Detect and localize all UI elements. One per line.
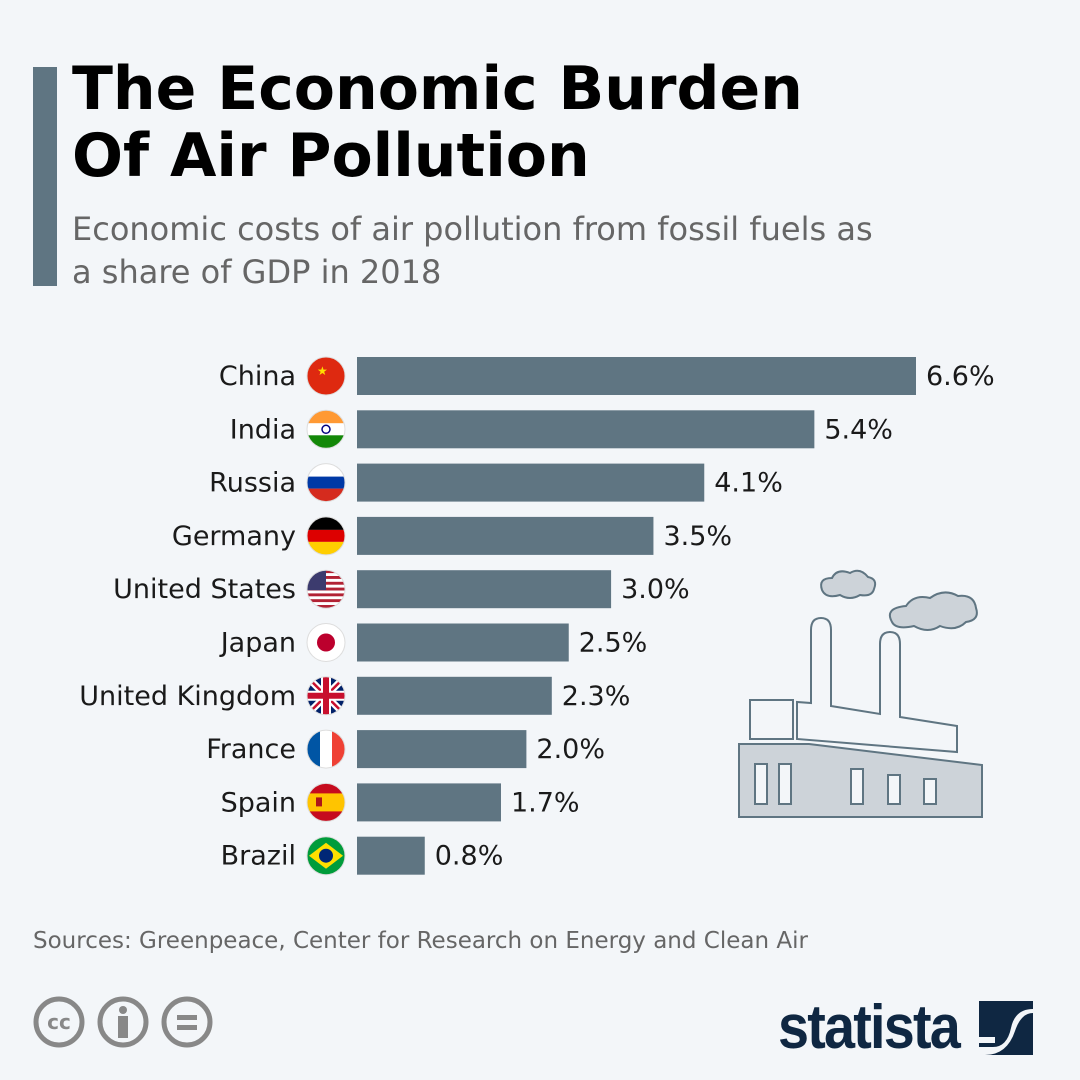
svg-text:cc: cc	[47, 1010, 71, 1034]
value-label: 3.5%	[663, 521, 732, 552]
category-label: United States	[113, 574, 296, 605]
value-label: 4.1%	[714, 468, 783, 499]
india-flag-icon	[307, 410, 345, 449]
bar	[357, 463, 705, 502]
license-icons[interactable]: cc	[33, 996, 213, 1048]
china-flag-icon: ★	[307, 357, 345, 395]
category-label: China	[219, 361, 296, 392]
value-label: 1.7%	[511, 787, 580, 818]
bar	[357, 410, 815, 449]
value-label: 6.6%	[926, 361, 995, 392]
flag-border	[306, 569, 346, 609]
source-note: Sources: Greenpeace, Center for Research…	[33, 928, 808, 954]
bar-row: Spain 1.7%	[221, 782, 580, 822]
category-label: India	[230, 414, 296, 445]
bar	[357, 783, 501, 822]
category-label: Germany	[172, 521, 296, 552]
value-label: 2.3%	[562, 681, 631, 712]
category-label: Russia	[209, 468, 296, 499]
bar-row: Germany 3.5%	[172, 516, 732, 556]
value-label: 2.5%	[579, 628, 648, 659]
brazil-flag-icon	[307, 836, 345, 875]
category-label: Brazil	[221, 841, 296, 872]
category-label: United Kingdom	[79, 681, 296, 712]
flag-border	[306, 409, 346, 449]
bar-row: Russia 4.1%	[209, 463, 783, 503]
bar	[357, 570, 612, 609]
bar-row: Japan 2.5%	[219, 623, 648, 662]
flag-border	[306, 463, 346, 503]
bar	[357, 836, 425, 875]
bar	[357, 676, 552, 715]
value-label: 3.0%	[621, 574, 690, 605]
flag-border	[306, 729, 346, 769]
bar-row: France 2.0%	[206, 729, 605, 769]
flag-border	[306, 782, 346, 822]
no-derivatives-icon[interactable]	[161, 996, 213, 1048]
bar	[357, 623, 569, 662]
bar-row: India 5.4%	[230, 409, 893, 449]
france-flag-icon	[307, 730, 345, 769]
value-label: 5.4%	[824, 414, 893, 445]
russia-flag-icon	[307, 463, 345, 502]
bar	[357, 516, 654, 555]
category-label: Spain	[221, 787, 296, 818]
category-label: France	[206, 734, 296, 765]
bar-row: United Kingdom 2.3%	[79, 676, 631, 716]
svg-text:★: ★	[317, 364, 328, 378]
flag-border	[306, 356, 346, 396]
flag-border	[306, 623, 346, 662]
japan-flag-icon	[307, 623, 345, 662]
bar	[357, 357, 916, 395]
page-title: The Economic Burden Of Air Pollution	[72, 54, 803, 191]
statista-logo-icon	[979, 1000, 1034, 1055]
bar-row: United States 3.0%	[113, 569, 690, 609]
factory-illustration	[738, 569, 983, 818]
flag-border	[306, 676, 346, 716]
bar	[357, 730, 527, 769]
title-accent-bar	[33, 67, 57, 286]
cc-icon[interactable]: cc	[33, 996, 85, 1048]
value-label: 0.8%	[435, 841, 504, 872]
attribution-icon[interactable]	[97, 996, 149, 1048]
flag-border	[306, 516, 346, 556]
category-label: Japan	[219, 628, 296, 659]
subtitle: Economic costs of air pollution from fos…	[72, 210, 873, 291]
bar-row: China ★ 6.6%	[219, 356, 995, 396]
bar-row: Brazil 0.8%	[221, 836, 504, 876]
statista-logo[interactable]: statista	[778, 992, 1034, 1063]
united-kingdom-flag-icon	[307, 676, 345, 715]
value-label: 2.0%	[536, 734, 605, 765]
spain-flag-icon	[307, 783, 345, 822]
germany-flag-icon	[307, 516, 345, 555]
flag-border	[306, 836, 346, 876]
